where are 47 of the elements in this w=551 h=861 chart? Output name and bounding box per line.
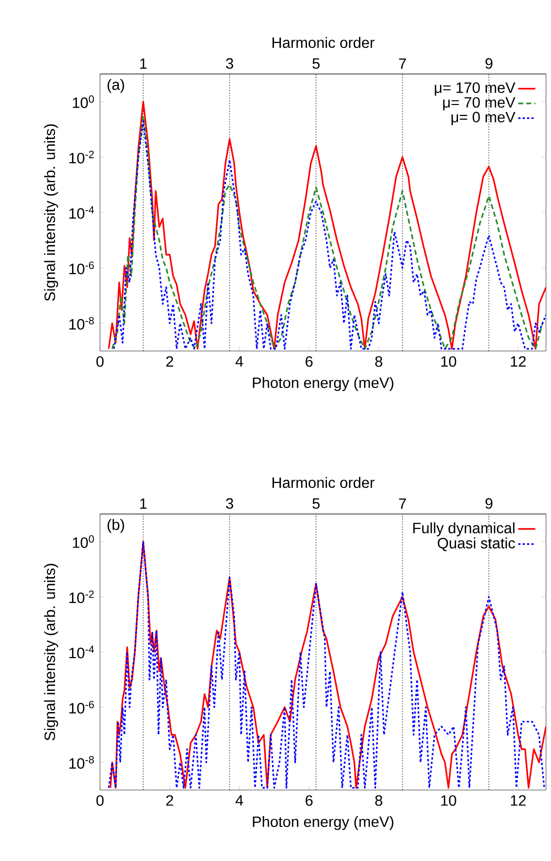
x-tick-label: 4 (236, 795, 244, 806)
x-axis-title: Photon energy (meV) (252, 377, 394, 391)
x-tick-label: 6 (306, 356, 313, 367)
y-tick-label: 10$^{-6}$ (69, 262, 94, 274)
y-tick-label: 10$^{-4}$ (69, 646, 94, 658)
x2-tick-label: 9 (485, 498, 492, 509)
x-tick-label: 2 (166, 795, 174, 806)
x-tick-label: 8 (375, 356, 382, 367)
y-tick-label: 10$^{-2}$ (69, 590, 94, 604)
x-tick-label: 12 (510, 356, 526, 367)
y-tick-label: 10$^{-8}$ (69, 316, 94, 330)
x2-tick-label: 5 (312, 58, 320, 69)
x2-tick-label: 1 (140, 498, 147, 509)
y-tick-label: 10$^{0}$ (72, 95, 94, 108)
x-axis-title: Photon energy (meV) (252, 816, 394, 830)
x2-tick-label: 7 (399, 58, 406, 69)
x2-tick-label: 3 (226, 58, 234, 69)
x2-tick-label: 5 (312, 498, 320, 509)
y-tick-label: 10$^{-8}$ (69, 756, 94, 769)
annotation: (a) (108, 78, 124, 93)
x2-axis-title: Harmonic order (272, 36, 374, 48)
x-tick-label: 4 (236, 356, 244, 367)
x-tick-label: 10 (441, 795, 456, 806)
y-tick-label: 10$^{0}$ (72, 535, 94, 548)
x-tick-label: 0 (96, 795, 104, 806)
x-tick-label: 12 (510, 795, 526, 806)
y-tick-label: 10$^{-4}$ (69, 206, 94, 219)
x2-tick-label: 7 (399, 498, 406, 509)
x-tick-label: 8 (375, 795, 382, 806)
y-tick-label: 10$^{-6}$ (69, 700, 94, 714)
x2-tick-label: 1 (140, 58, 147, 69)
y-axis-title: Signal intensity (arb. units) (44, 564, 58, 740)
x-tick-label: 0 (96, 356, 104, 367)
y-axis-title: Signal intensity (arb. units) (44, 124, 58, 301)
x-tick-label: 2 (166, 356, 174, 367)
legend-label: Quasi static (438, 537, 516, 552)
x2-axis-title: Harmonic order (272, 476, 374, 488)
x2-tick-label: 9 (485, 58, 492, 69)
x2-tick-label: 3 (226, 498, 234, 509)
x-tick-label: 6 (306, 795, 313, 806)
legend-label: μ= 170 meV (434, 82, 516, 96)
y-tick-label: 10$^{-2}$ (69, 150, 94, 164)
annotation: (b) (108, 518, 124, 533)
legend-label: Fully dynamical (413, 522, 514, 536)
legend-label: μ= 70 meV (443, 97, 516, 110)
legend-label: μ= 0 meV (452, 112, 516, 126)
x-tick-label: 10 (441, 356, 456, 367)
